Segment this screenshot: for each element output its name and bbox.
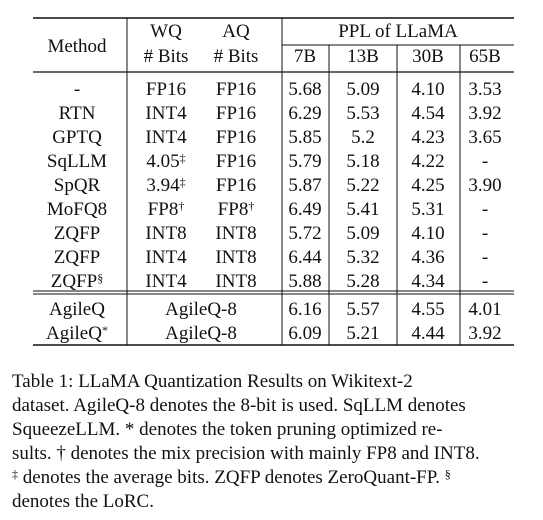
- ppl-cell: 5.21: [346, 323, 380, 344]
- ppl-cell: -: [481, 247, 489, 268]
- ppl-cell: 5.79: [288, 151, 322, 172]
- ppl-cell: 4.36: [411, 247, 445, 268]
- ppl-cell: 3.90: [468, 175, 502, 196]
- aq-bits-cell: FP16: [215, 151, 257, 172]
- ppl-cell: 5.88: [288, 271, 322, 292]
- aq-bits-cell: FP8†: [217, 199, 255, 220]
- header-ppl: PPL of LLaMA: [338, 21, 458, 42]
- ppl-cell: -: [481, 271, 489, 292]
- ppl-cell: 5.57: [346, 299, 380, 320]
- aq-bits-cell: FP16: [215, 127, 257, 148]
- ppl-cell: 4.22: [411, 151, 445, 172]
- ppl-cell: 5.09: [346, 79, 380, 100]
- method-cell: AgileQ: [49, 299, 105, 320]
- caption-line: Table 1: LLaMA Quantization Results on W…: [12, 371, 413, 392]
- method-cell: -: [73, 79, 81, 100]
- header-65b: 65B: [469, 46, 501, 67]
- ppl-cell: 5.85: [288, 127, 322, 148]
- table-caption: Table 1: LLaMA Quantization Results on W…: [12, 370, 529, 514]
- caption-line: ‡ denotes the average bits. ZQFP denotes…: [12, 466, 529, 490]
- ppl-cell: 3.53: [468, 79, 502, 100]
- ppl-cell: 5.22: [346, 175, 380, 196]
- bits-cell: AgileQ-8: [165, 299, 237, 320]
- header-7b: 7B: [293, 46, 317, 67]
- aq-bits-cell: FP16: [215, 175, 257, 196]
- method-cell: ZQFP: [53, 223, 101, 244]
- ppl-cell: 4.10: [411, 223, 445, 244]
- ppl-cell: 4.44: [411, 323, 445, 344]
- method-cell: ZQFP§: [50, 271, 104, 292]
- ppl-cell: 5.31: [411, 199, 445, 220]
- caption-line: SqueezeLLM. * denotes the token pruning …: [12, 419, 443, 440]
- wq-bits-cell: FP16: [145, 79, 187, 100]
- wq-bits-cell: INT4: [145, 103, 187, 124]
- caption-line: dataset. AgileQ-8 denotes the 8-bit is u…: [12, 395, 466, 416]
- caption-line: denotes the LoRC.: [12, 491, 154, 512]
- ppl-cell: 5.2: [351, 127, 375, 148]
- caption-line: sults. † denotes the mix precision with …: [12, 443, 480, 464]
- ppl-cell: 5.72: [288, 223, 322, 244]
- table-rules: [33, 17, 514, 346]
- ppl-cell: -: [481, 199, 489, 220]
- aq-bits-cell: FP16: [215, 79, 257, 100]
- header-method: Method: [47, 36, 107, 57]
- ppl-cell: -: [481, 151, 489, 172]
- ppl-cell: 3.92: [468, 103, 502, 124]
- ppl-cell: 4.25: [411, 175, 445, 196]
- ppl-cell: 5.32: [346, 247, 380, 268]
- method-cell: RTN: [58, 103, 96, 124]
- header-wq: WQ: [150, 21, 182, 42]
- ppl-cell: -: [481, 223, 489, 244]
- ppl-cell: 4.10: [411, 79, 445, 100]
- header-aq-bits: # Bits: [213, 46, 259, 67]
- ppl-cell: 4.55: [411, 299, 445, 320]
- aq-bits-cell: FP16: [215, 103, 257, 124]
- aq-bits-cell: INT8: [215, 247, 257, 268]
- ppl-cell: 3.65: [468, 127, 502, 148]
- wq-bits-cell: INT8: [145, 223, 187, 244]
- ppl-cell: 6.29: [288, 103, 322, 124]
- method-cell: SpQR: [53, 175, 101, 196]
- ppl-cell: 3.92: [468, 323, 502, 344]
- method-cell: ZQFP: [53, 247, 101, 268]
- caption-text: denotes the average bits. ZQFP denotes Z…: [18, 467, 445, 488]
- ppl-cell: 6.49: [288, 199, 322, 220]
- wq-bits-cell: 4.05‡: [146, 151, 186, 172]
- header-13b: 13B: [347, 46, 379, 67]
- header-wq-bits: # Bits: [143, 46, 189, 67]
- ppl-cell: 5.87: [288, 175, 322, 196]
- ppl-cell: 5.18: [346, 151, 380, 172]
- ppl-cell: 4.01: [468, 299, 502, 320]
- ppl-cell: 5.28: [346, 271, 380, 292]
- method-cell: SqLLM: [46, 151, 108, 172]
- header-30b: 30B: [412, 46, 444, 67]
- ppl-cell: 5.53: [346, 103, 380, 124]
- aq-bits-cell: INT8: [215, 271, 257, 292]
- ppl-cell: 6.16: [288, 299, 322, 320]
- ppl-cell: 4.34: [411, 271, 445, 292]
- method-cell: MoFQ8: [46, 199, 108, 220]
- wq-bits-cell: 3.94‡: [146, 175, 186, 196]
- ppl-cell: 6.09: [288, 323, 322, 344]
- method-cell: AgileQ*: [46, 323, 108, 344]
- method-cell: GPTQ: [52, 127, 102, 148]
- wq-bits-cell: FP8†: [147, 199, 185, 220]
- wq-bits-cell: INT4: [145, 247, 187, 268]
- wq-bits-cell: INT4: [145, 127, 187, 148]
- aq-bits-cell: INT8: [215, 223, 257, 244]
- caption-sup: §: [444, 467, 451, 481]
- bits-cell: AgileQ-8: [165, 323, 237, 344]
- ppl-cell: 5.68: [288, 79, 322, 100]
- ppl-cell: 5.41: [346, 199, 380, 220]
- ppl-cell: 4.23: [411, 127, 445, 148]
- ppl-cell: 5.09: [346, 223, 380, 244]
- caption-sup: ‡: [12, 467, 18, 481]
- ppl-cell: 6.44: [288, 247, 322, 268]
- wq-bits-cell: INT4: [145, 271, 187, 292]
- ppl-cell: 4.54: [411, 103, 445, 124]
- header-aq: AQ: [222, 21, 250, 42]
